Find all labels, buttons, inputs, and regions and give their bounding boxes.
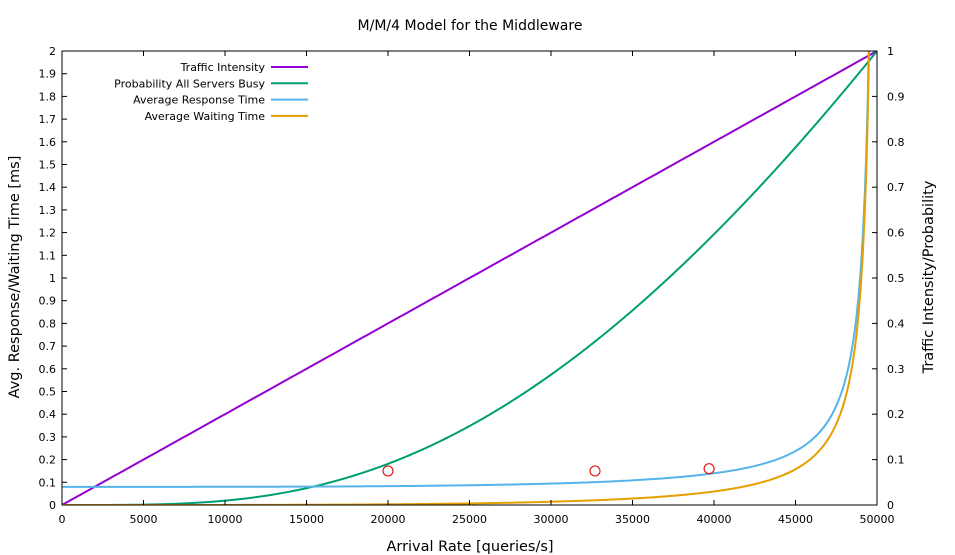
x-tick-label: 40000 [697, 513, 732, 526]
y2-tick-label: 1 [887, 45, 894, 58]
measured-point [703, 463, 715, 475]
y-tick-label: 0.3 [39, 431, 57, 444]
y-tick-label: 1.2 [39, 227, 57, 240]
y2-tick-label: 0.3 [887, 363, 905, 376]
y-tick-label: 1.1 [39, 249, 57, 262]
y-tick-label: 2 [49, 45, 56, 58]
series-line-traffic-intensity [62, 51, 877, 505]
x-tick-label: 15000 [289, 513, 324, 526]
y-tick-label: 0.2 [39, 454, 57, 467]
x-axis-title: Arrival Rate [queries/s] [386, 539, 553, 555]
y-tick-label: 0.1 [39, 476, 57, 489]
legend-label: Average Waiting Time [145, 110, 266, 123]
x-tick-label: 10000 [208, 513, 243, 526]
y-tick-label: 0.6 [39, 363, 57, 376]
y2-tick-label: 0.1 [887, 454, 905, 467]
measured-point [382, 465, 394, 477]
y2-tick-label: 0.7 [887, 181, 905, 194]
y2-tick-label: 0 [887, 499, 894, 512]
legend: Traffic Intensity Probability All Servers… [114, 61, 308, 123]
y-tick-label: 1.6 [39, 136, 57, 149]
y2-tick-label: 0.6 [887, 227, 905, 240]
x-tick-label: 25000 [452, 513, 487, 526]
chart-title: M/M/4 Model for the Middleware [358, 18, 583, 34]
legend-label: Probability All Servers Busy [114, 77, 265, 90]
y2-tick-label: 0.9 [887, 90, 905, 103]
y-tick-label: 0.7 [39, 340, 57, 353]
y-tick-label: 1.8 [39, 90, 57, 103]
y2-tick-label: 0.8 [887, 136, 905, 149]
x-tick-label: 45000 [778, 513, 813, 526]
x-tick-label: 35000 [615, 513, 650, 526]
y2-axis-title: Traffic Intensity/Probability [921, 180, 937, 374]
series-line-probability-all-servers-busy [62, 51, 877, 505]
y-tick-label: 1.3 [39, 204, 57, 217]
y2-tick-label: 0.4 [887, 317, 905, 330]
x-tick-label: 5000 [130, 513, 158, 526]
y-tick-label: 1.5 [39, 159, 57, 172]
measured-point [589, 465, 601, 477]
legend-label: Traffic Intensity [180, 61, 266, 74]
x-tick-label: 0 [59, 513, 66, 526]
y2-tick-label: 0.5 [887, 272, 905, 285]
series-line-average-response-time [62, 51, 870, 488]
y-tick-label: 0.4 [39, 408, 57, 421]
y-tick-label: 1.4 [39, 181, 57, 194]
y2-tick-label: 0.2 [887, 408, 905, 421]
plot-area [62, 51, 877, 505]
y-tick-label: 0.5 [39, 386, 57, 399]
axes: 0 5000 10000 15000 20000 25000 30000 35000 40000… [39, 45, 905, 526]
x-tick-label: 20000 [371, 513, 406, 526]
y-tick-label: 0.8 [39, 317, 57, 330]
y-axis-title: Avg. Response/Waiting Time [ms] [7, 156, 23, 399]
y-tick-label: 0 [49, 499, 56, 512]
y-tick-label: 1.9 [39, 68, 57, 81]
x-tick-label: 50000 [860, 513, 895, 526]
y-tick-label: 0.9 [39, 295, 57, 308]
y-tick-label: 1.7 [39, 113, 57, 126]
x-tick-label: 30000 [534, 513, 569, 526]
y-tick-label: 1 [49, 272, 56, 285]
legend-label: Average Response Time [133, 94, 265, 107]
